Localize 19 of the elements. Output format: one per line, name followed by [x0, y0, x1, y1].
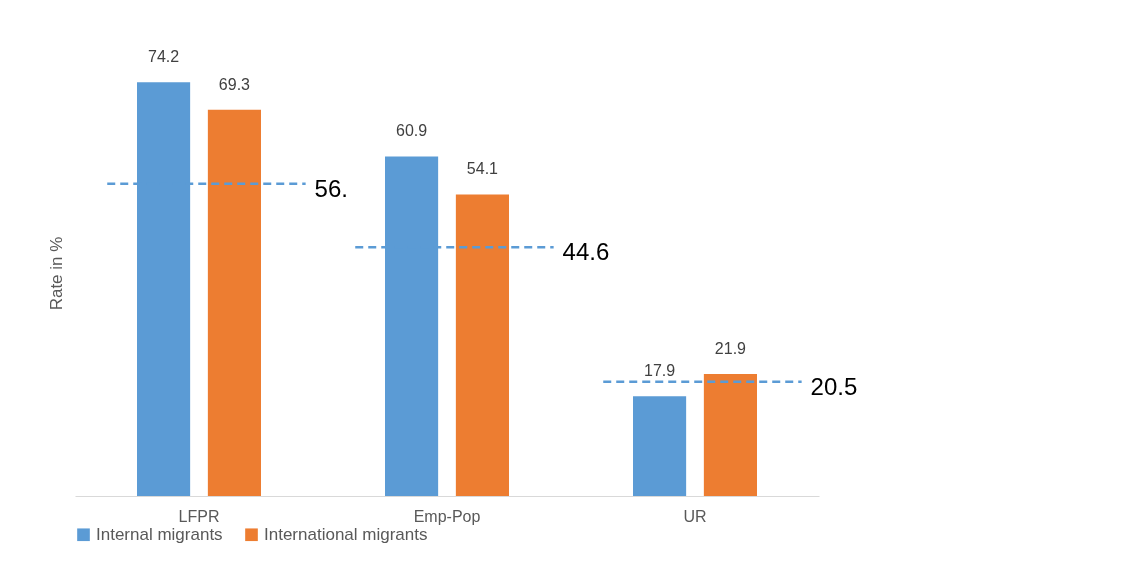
bar: [703, 373, 757, 496]
data-label: 74.2: [148, 48, 180, 66]
data-label: 60.9: [396, 122, 428, 140]
data-label: 69.3: [218, 75, 251, 93]
bar: [207, 109, 261, 496]
ref-line-label: 20.5: [810, 372, 858, 400]
legend-label: Internal migrants: [96, 524, 223, 544]
data-label: 21.9: [714, 339, 747, 357]
ref-line-label: 44.6: [562, 238, 610, 266]
ref-line-label: 56.: [314, 174, 348, 202]
bar: [455, 194, 509, 496]
x-tick-label: Emp-Pop: [413, 507, 481, 525]
x-tick-label: UR: [683, 507, 707, 525]
bar: [633, 396, 687, 496]
data-label: 54.1: [466, 160, 499, 178]
x-tick-label: LFPR: [178, 507, 220, 525]
legend-label: International migrants: [264, 524, 428, 544]
data-label: 17.9: [644, 362, 676, 380]
y-axis-title: Rate in %: [46, 236, 66, 311]
